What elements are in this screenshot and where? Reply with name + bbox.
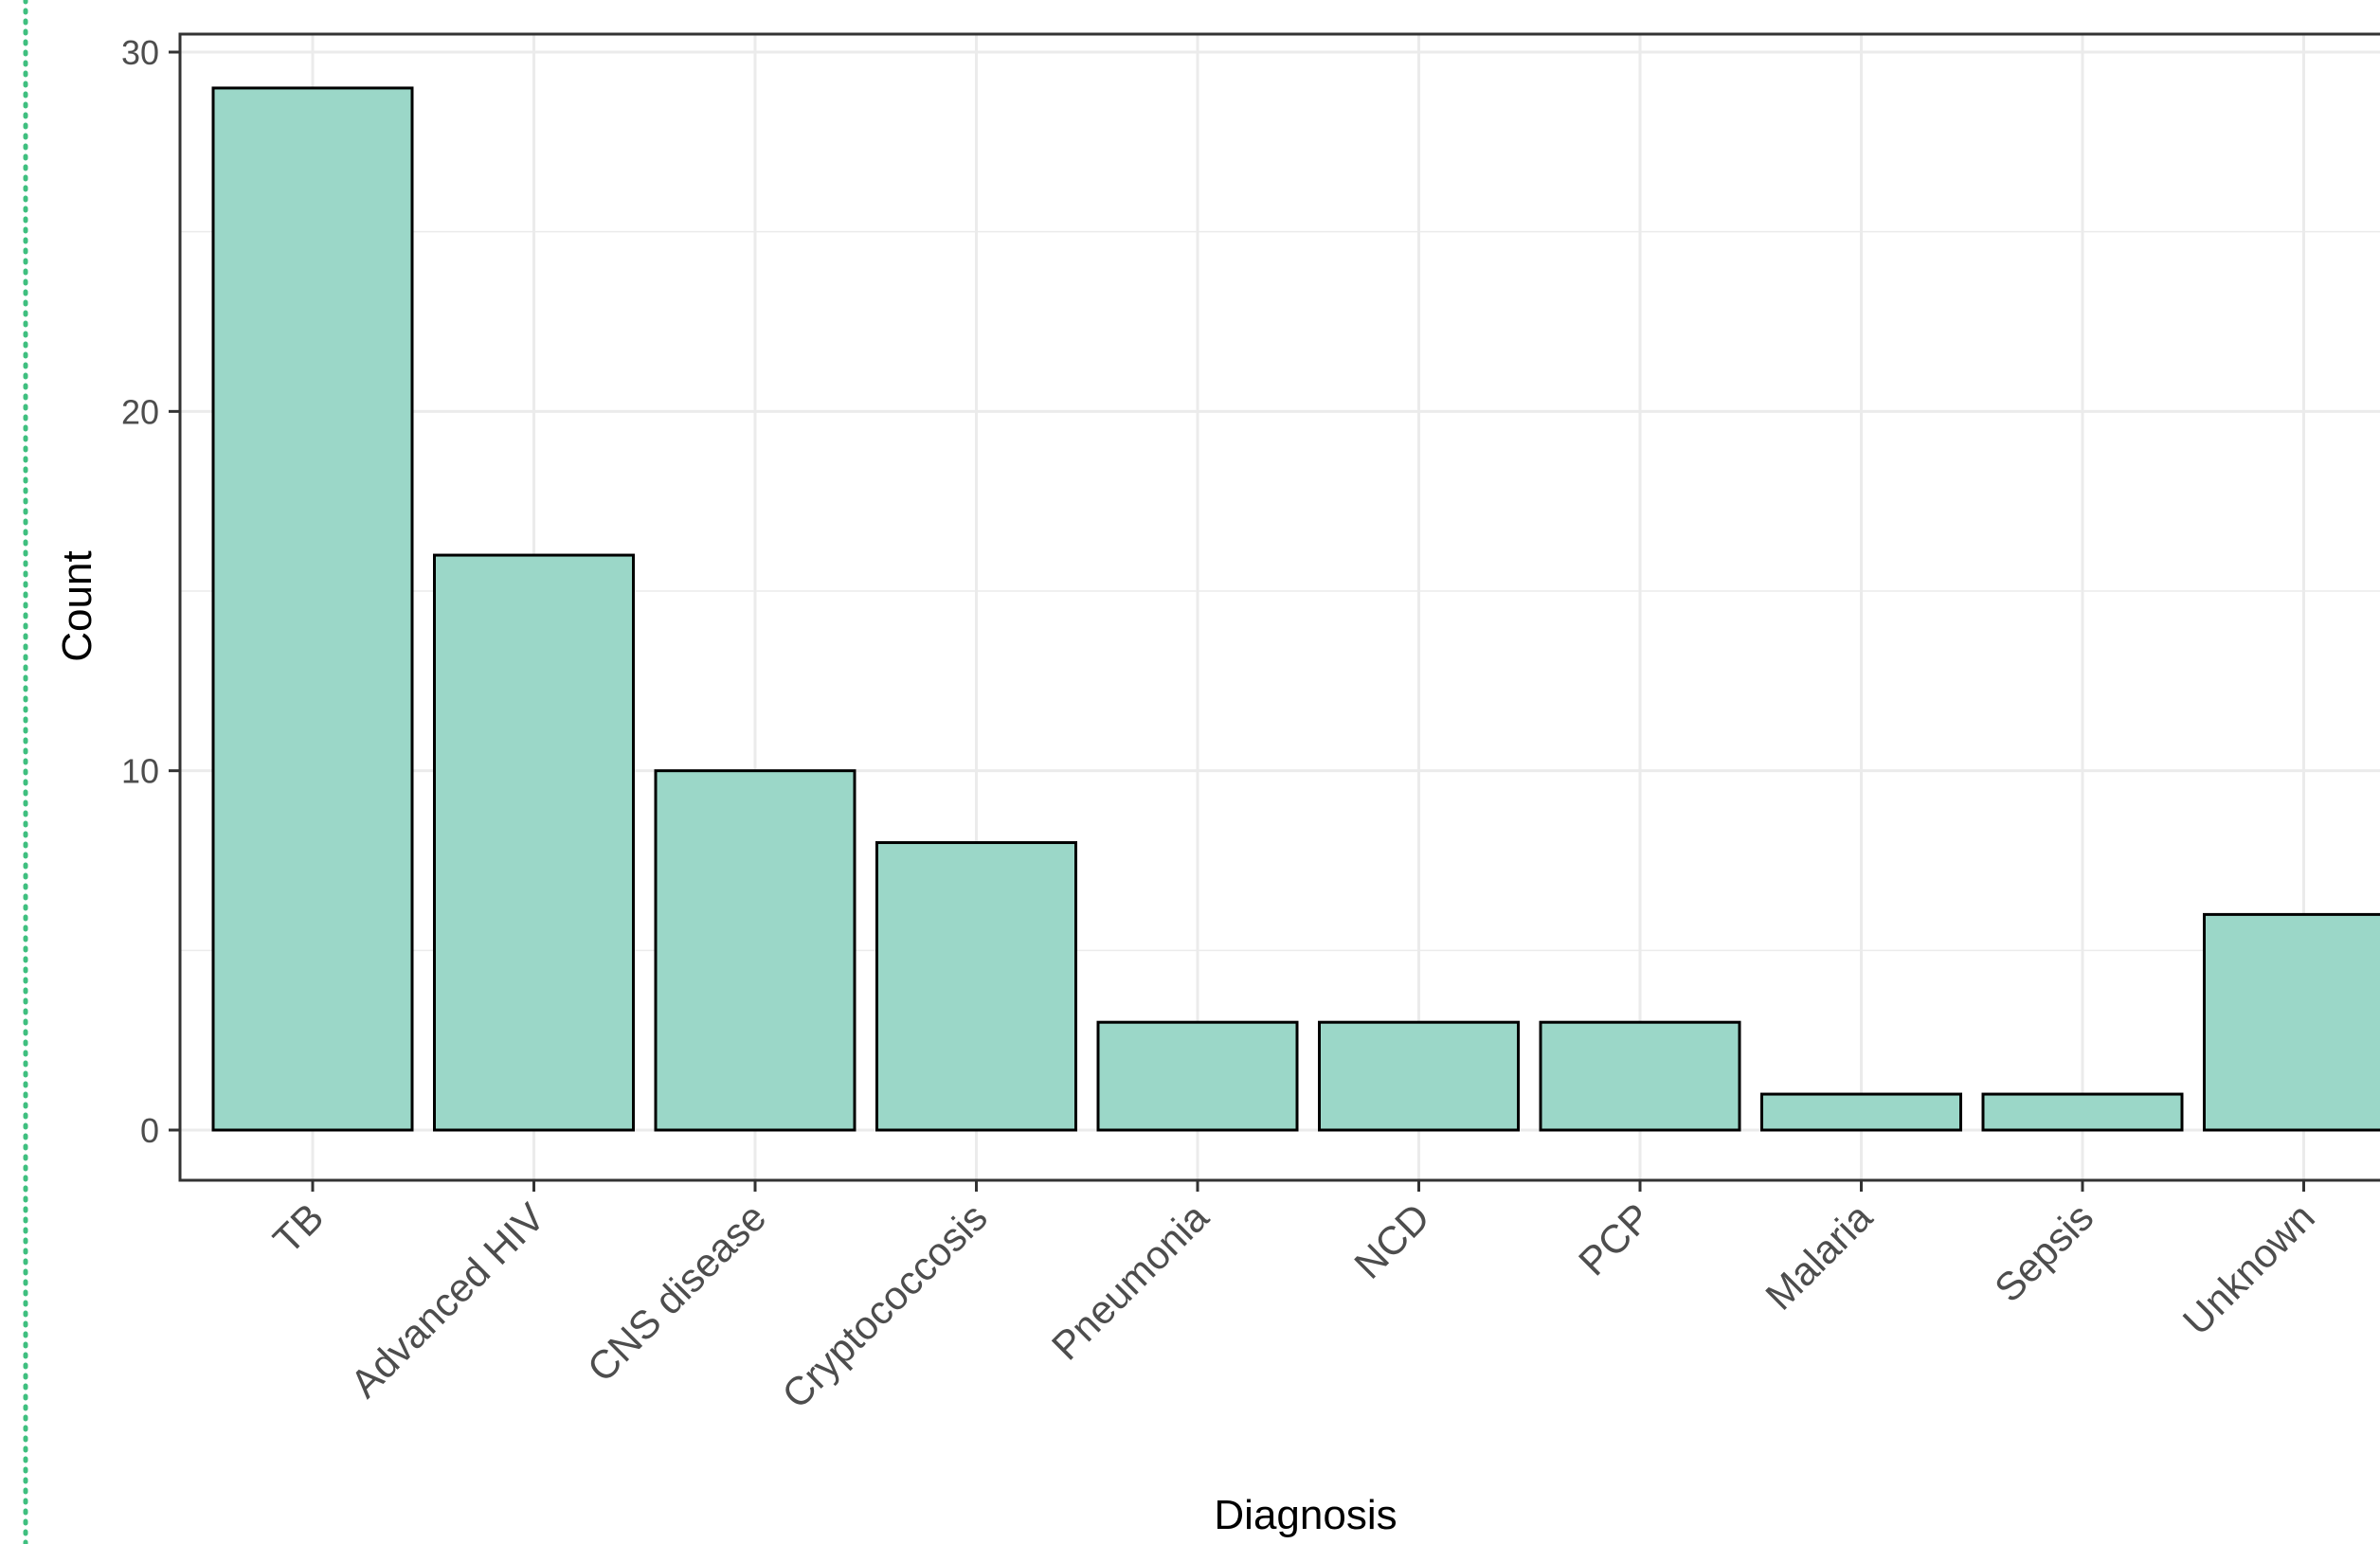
x-tick-label: Unknown (2174, 1194, 2323, 1343)
x-tick-label: NCD (1345, 1194, 1438, 1287)
bar-ncd (1318, 1020, 1520, 1132)
y-axis: 0 10 20 30 (121, 33, 180, 1150)
bar-tb (211, 86, 414, 1132)
x-tick-label: PCP (1570, 1194, 1659, 1284)
x-tick-label: Cryptococcosis (773, 1194, 996, 1417)
y-tick-label: 0 (140, 1111, 159, 1150)
x-tick-label: Malaria (1757, 1194, 1881, 1319)
y-tick-label: 30 (121, 33, 159, 72)
bar-sepsis (1981, 1092, 2184, 1132)
x-tick-label: Sepsis (1986, 1194, 2101, 1310)
bar-cryptococcosis (875, 841, 1077, 1132)
bar-pcp (1539, 1020, 1741, 1132)
y-axis-title: Count (54, 550, 100, 661)
panel-border (178, 32, 2380, 1182)
x-tick-label: Advanced HIV (342, 1194, 553, 1406)
bar-pneumonia (1096, 1020, 1299, 1132)
x-tick-label: Pneumonia (1043, 1194, 1217, 1369)
bar-unknown (2203, 912, 2380, 1132)
x-axis-title: Diagnosis (1214, 1492, 1397, 1538)
bar-malaria (1760, 1092, 1962, 1132)
y-tick-label: 20 (121, 392, 159, 431)
y-tick-label: 10 (121, 752, 159, 791)
x-tick-label: TB (264, 1194, 332, 1262)
bar-advanced-hiv (433, 553, 635, 1132)
bar-cns-disease (654, 769, 856, 1132)
bars-group (211, 86, 2380, 1132)
x-tick-label: CNS disease (579, 1194, 775, 1391)
